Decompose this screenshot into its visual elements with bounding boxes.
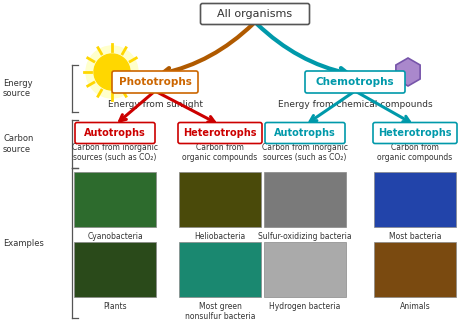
FancyArrowPatch shape: [162, 24, 253, 76]
Text: Cyanobacteria: Cyanobacteria: [87, 232, 143, 241]
FancyBboxPatch shape: [264, 172, 346, 227]
Text: Hydrogen bacteria: Hydrogen bacteria: [269, 302, 341, 311]
Text: Carbon from inorganic
sources (such as CO₂): Carbon from inorganic sources (such as C…: [72, 143, 158, 163]
Text: Energy from sunlight: Energy from sunlight: [107, 100, 202, 109]
FancyBboxPatch shape: [374, 242, 456, 297]
Text: Energy
source: Energy source: [3, 79, 33, 98]
Text: Heterotrophs: Heterotrophs: [183, 128, 257, 138]
FancyBboxPatch shape: [179, 242, 261, 297]
Circle shape: [86, 46, 138, 98]
Polygon shape: [396, 58, 420, 86]
Text: Most green
nonsulfur bacteria: Most green nonsulfur bacteria: [185, 302, 255, 321]
FancyBboxPatch shape: [200, 4, 310, 25]
Text: Heliobacteria: Heliobacteria: [194, 232, 246, 241]
FancyBboxPatch shape: [264, 242, 346, 297]
Text: Carbon from
organic compounds: Carbon from organic compounds: [182, 143, 257, 163]
FancyArrowPatch shape: [310, 93, 353, 122]
Text: Examples: Examples: [3, 238, 44, 247]
FancyBboxPatch shape: [74, 242, 156, 297]
Text: Autotrophs: Autotrophs: [274, 128, 336, 138]
FancyBboxPatch shape: [74, 172, 156, 227]
Circle shape: [94, 54, 130, 90]
FancyBboxPatch shape: [179, 172, 261, 227]
FancyBboxPatch shape: [373, 123, 457, 144]
Text: Animals: Animals: [399, 302, 430, 311]
FancyArrowPatch shape: [158, 92, 215, 122]
FancyArrowPatch shape: [120, 93, 153, 121]
Text: All organisms: All organisms: [218, 9, 293, 19]
Text: Energy from chemical compounds: Energy from chemical compounds: [278, 100, 432, 109]
FancyBboxPatch shape: [75, 123, 155, 144]
FancyBboxPatch shape: [305, 71, 405, 93]
Text: Sulfur-oxidizing bacteria: Sulfur-oxidizing bacteria: [258, 232, 352, 241]
Text: Carbon from
organic compounds: Carbon from organic compounds: [377, 143, 453, 163]
Text: Plants: Plants: [103, 302, 127, 311]
FancyBboxPatch shape: [265, 123, 345, 144]
Text: Phototrophs: Phototrophs: [119, 77, 191, 87]
Text: Carbon
source: Carbon source: [3, 134, 33, 154]
Text: Autotrophs: Autotrophs: [84, 128, 146, 138]
FancyBboxPatch shape: [112, 71, 198, 93]
Text: Most bacteria: Most bacteria: [389, 232, 441, 241]
FancyArrowPatch shape: [357, 92, 409, 122]
FancyBboxPatch shape: [374, 172, 456, 227]
Text: Chemotrophs: Chemotrophs: [316, 77, 394, 87]
Text: Carbon from inorganic
sources (such as CO₂): Carbon from inorganic sources (such as C…: [262, 143, 348, 163]
FancyBboxPatch shape: [178, 123, 262, 144]
Text: Heterotrophs: Heterotrophs: [378, 128, 452, 138]
FancyArrowPatch shape: [257, 24, 348, 76]
